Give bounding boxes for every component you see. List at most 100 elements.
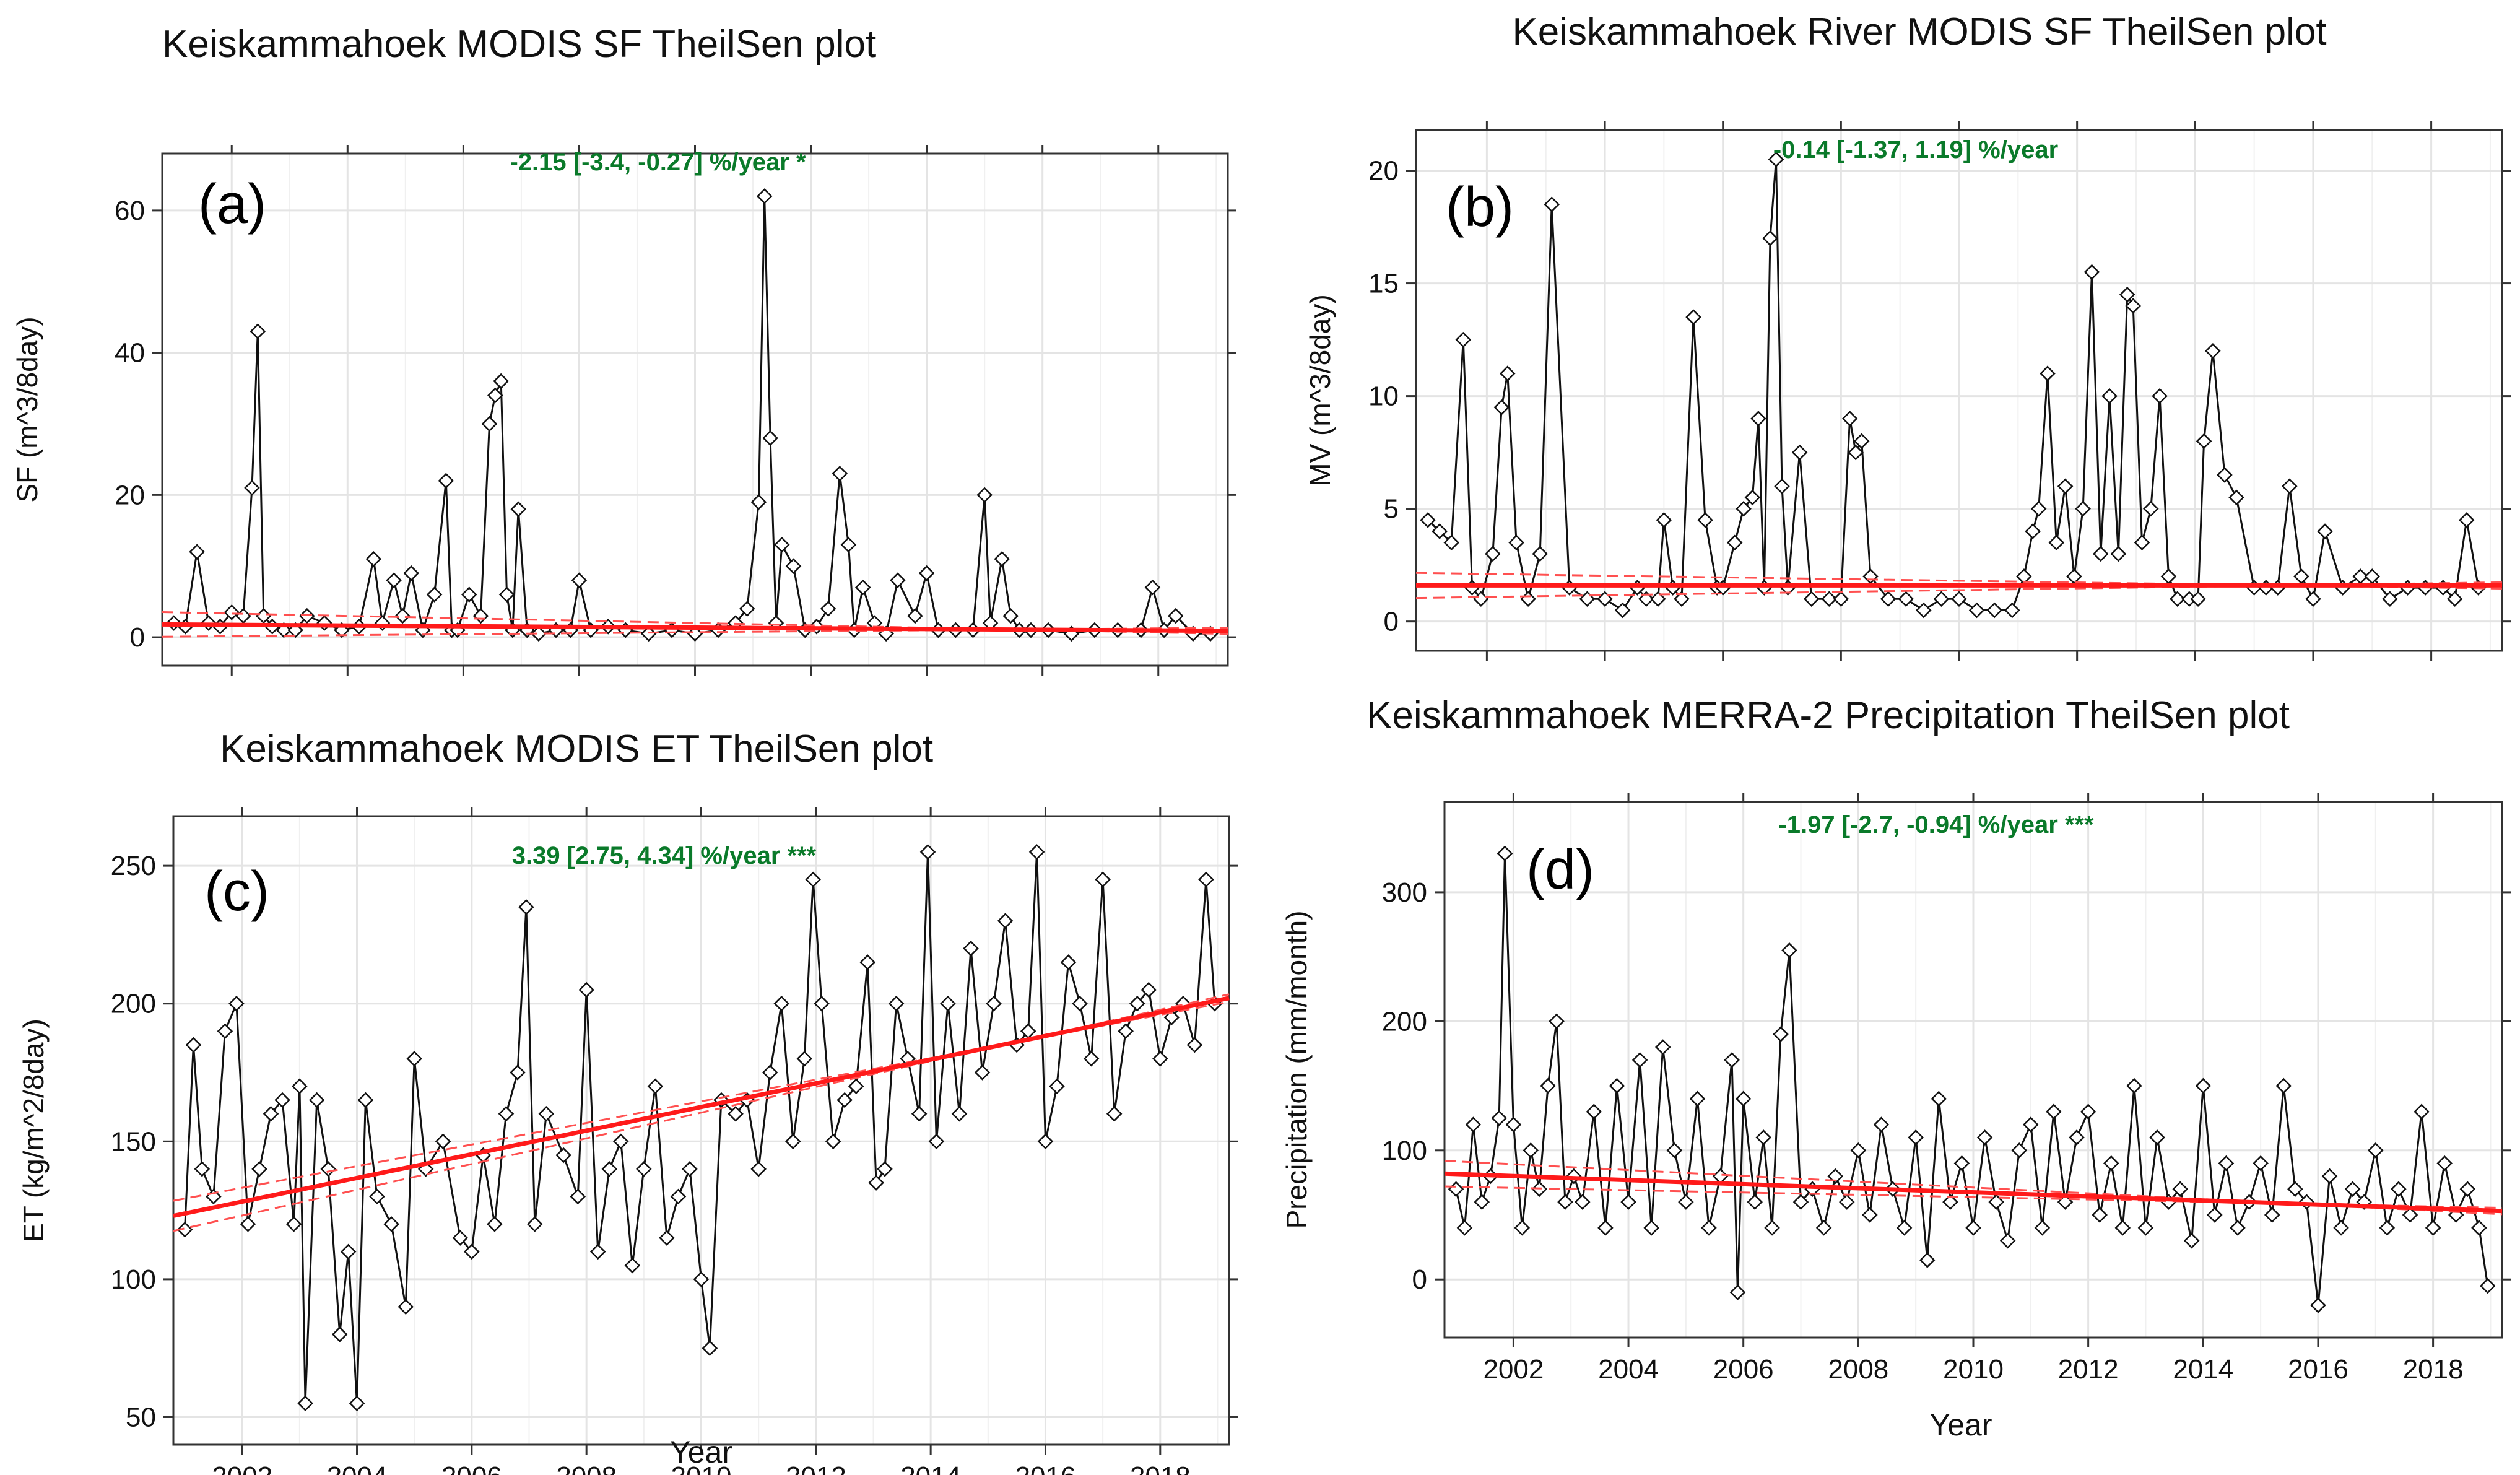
data-point [2352, 568, 2368, 585]
data-point [1631, 1052, 1648, 1068]
data-point [1544, 196, 1560, 212]
y-tick-label: 40 [115, 338, 145, 368]
data-point [868, 1175, 884, 1191]
trend-ci-lower [1444, 1185, 2503, 1209]
data-point [836, 1092, 853, 1108]
data-point [1931, 1090, 1947, 1107]
data-point [1597, 1220, 1614, 1236]
data-point [2034, 1220, 2051, 1236]
data-point [2195, 1077, 2212, 1094]
y-tick-label: 100 [111, 1264, 156, 1295]
data-point [1689, 1090, 1706, 1107]
data-point [1523, 1142, 1539, 1159]
data-point [452, 1230, 469, 1246]
grid [1445, 802, 2502, 1338]
data-point [848, 1078, 864, 1095]
y-tick-label: 300 [1382, 877, 1427, 908]
data-point [1701, 1220, 1717, 1236]
data-point [1848, 444, 1864, 461]
data-point [2253, 1155, 2269, 1172]
data-point [2069, 1129, 2085, 1146]
data-point [297, 1395, 313, 1411]
data-point [814, 995, 830, 1012]
data-point [2172, 1181, 2188, 1198]
data-point [510, 1064, 526, 1081]
data-point [285, 1216, 302, 1232]
data-point [940, 995, 956, 1012]
y-axis-label: ET (kg/m^2/8day) [17, 1019, 50, 1242]
data-point [2459, 1181, 2476, 1198]
data-point [796, 1050, 813, 1067]
x-tick-label: 2012 [2058, 1354, 2119, 1385]
series-line [184, 851, 1216, 1404]
data-point [308, 1092, 325, 1108]
y-tick-label: 15 [1368, 269, 1399, 299]
data-point [1908, 1129, 1924, 1146]
data-point [1850, 1142, 1867, 1159]
data-point [589, 1243, 606, 1260]
data-point [702, 1340, 718, 1356]
data-point [331, 1326, 348, 1342]
data-point [624, 1257, 641, 1274]
data-point [682, 1161, 698, 1177]
data-point [274, 1092, 290, 1108]
x-tick-label: 2008 [556, 1461, 617, 1475]
data-point [1750, 411, 1766, 427]
data-point [2190, 591, 2206, 607]
data-point [1833, 591, 1849, 607]
data-point [832, 466, 848, 482]
data-point [403, 565, 419, 581]
x-axis-label: Year [670, 1435, 732, 1469]
data-point [785, 558, 802, 574]
data-point [316, 615, 332, 631]
data-point [2160, 568, 2177, 585]
x-tick-label: 2006 [1713, 1354, 1774, 1385]
data-point [1862, 1207, 1878, 1223]
data-point [217, 1023, 233, 1040]
data-point [1726, 534, 1743, 551]
data-point [493, 373, 509, 389]
data-point [2004, 602, 2020, 619]
panel-c: 2002 2004 2006 2008 2010 2012 2014 2016 2018 50 10… [17, 728, 1238, 1475]
trend-line [162, 622, 1228, 633]
y-axis-label: Precipitation (mm/month) [1280, 911, 1313, 1229]
data-point [2446, 591, 2463, 607]
trend-ci-upper [1444, 1160, 2503, 1216]
y-tick-label: 250 [111, 851, 156, 881]
data-point [1729, 1284, 1746, 1300]
data-point [1933, 591, 1950, 607]
data-point [240, 1216, 256, 1232]
data-point [976, 487, 993, 503]
data-point [2275, 1077, 2292, 1094]
data-point [369, 1188, 385, 1205]
data-point [1049, 1078, 1065, 1095]
data-point [1575, 1194, 1591, 1210]
data-point [1455, 331, 1472, 348]
data-point [963, 940, 979, 957]
data-point [2152, 388, 2168, 404]
x-tick-label: 2004 [327, 1461, 388, 1475]
data-point [571, 572, 588, 588]
data-point [997, 913, 1014, 929]
data-point [2205, 343, 2221, 359]
data-point [1839, 1194, 1855, 1210]
data-point [2217, 467, 2233, 483]
data-point [1685, 309, 1701, 325]
data-point [1774, 478, 1790, 494]
grid [1416, 130, 2502, 651]
data-point [877, 1161, 893, 1177]
data-point [2480, 1277, 2496, 1294]
data-point [2011, 1142, 2028, 1159]
data-point [2046, 1103, 2062, 1120]
data-point [518, 899, 534, 915]
data-point [464, 1243, 480, 1260]
data-point [2436, 1155, 2453, 1172]
data-point [636, 1161, 652, 1177]
data-point [2125, 298, 2141, 314]
data-point [805, 871, 821, 888]
data-point [2402, 1207, 2418, 1223]
data-point [1505, 1116, 1522, 1133]
data-point [659, 1230, 675, 1246]
data-point [2287, 1181, 2303, 1198]
data-point [1791, 444, 1808, 461]
